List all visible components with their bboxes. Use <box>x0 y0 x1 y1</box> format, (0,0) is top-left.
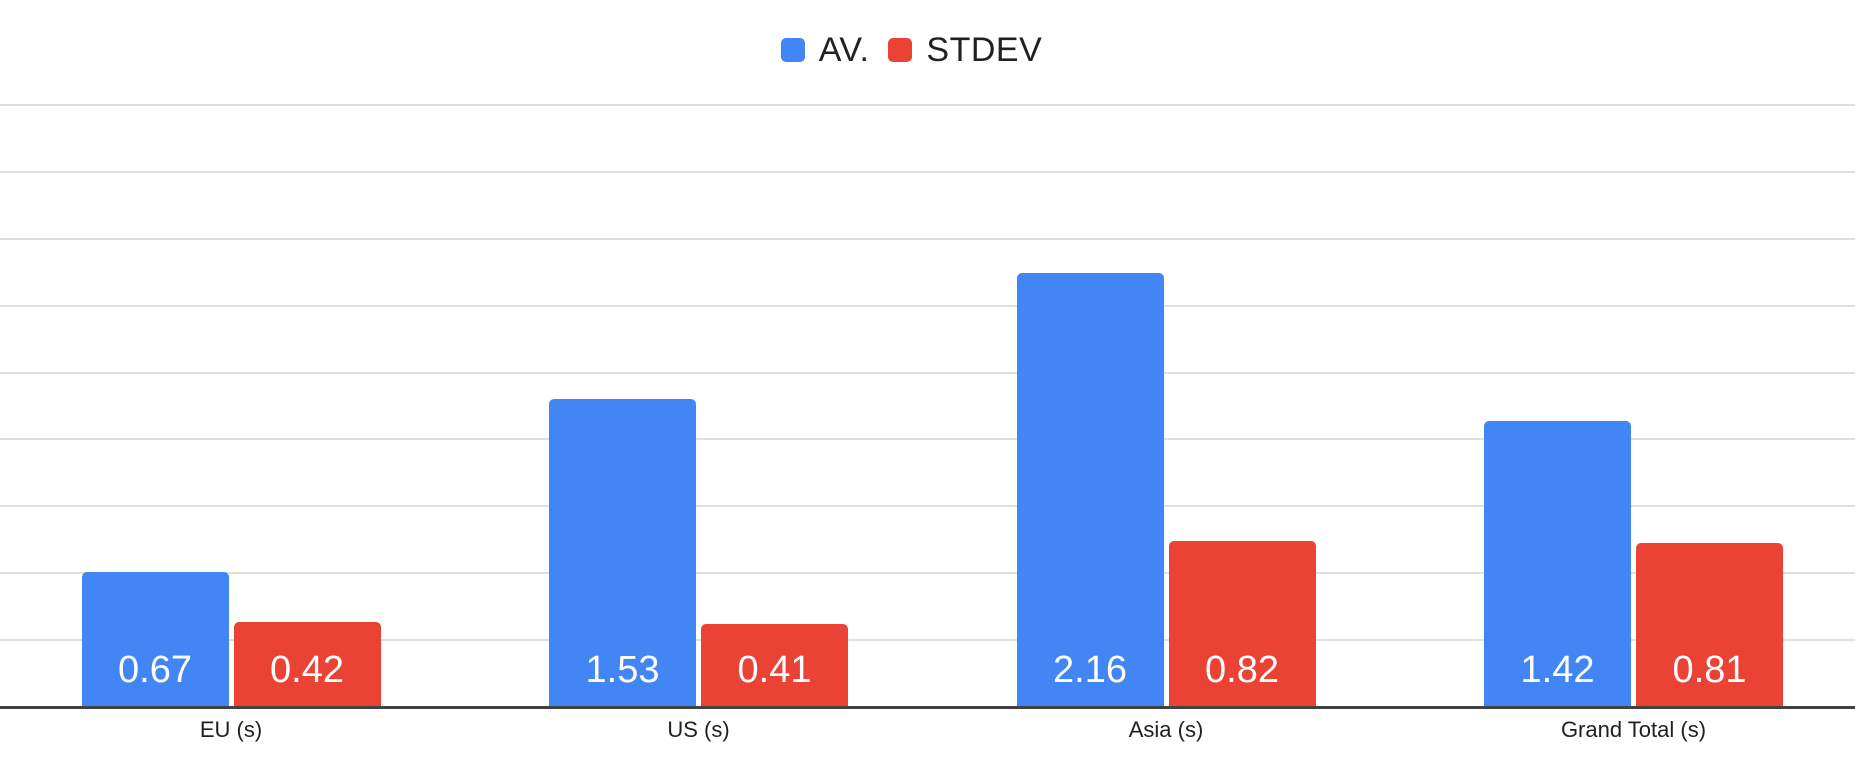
y-gridline <box>0 572 1855 575</box>
bar-value-label: 0.42 <box>270 649 344 691</box>
legend-item-av[interactable]: AV. <box>780 30 870 70</box>
legend-label-stdev: STDEV <box>926 31 1043 69</box>
y-gridline <box>0 237 1855 240</box>
x-axis-label-us-s: US (s) <box>667 717 730 742</box>
x-axis-label-grand-total-s: Grand Total (s) <box>1560 717 1707 742</box>
bar-stdev-eu-s[interactable]: 0.42 <box>233 622 381 706</box>
y-gridline <box>0 438 1855 441</box>
bar-stdev-us-s[interactable]: 0.41 <box>701 624 848 706</box>
y-gridline <box>0 371 1855 374</box>
legend-label-av: AV. <box>818 31 870 69</box>
chart-legend: AV. STDEV <box>0 30 1839 70</box>
bar-value-label: 1.53 <box>585 649 660 691</box>
bar-stdev-asia-s[interactable]: 0.82 <box>1168 541 1316 706</box>
y-gridline <box>0 505 1855 508</box>
x-axis-label-eu-s: EU (s) <box>199 717 263 742</box>
bar-value-label: 0.81 <box>1672 649 1747 691</box>
y-gridline <box>0 304 1855 307</box>
bar-av-grand-total-s[interactable]: 1.42 <box>1484 421 1631 706</box>
legend-swatch-av-icon <box>780 38 805 62</box>
x-axis-label-asia-s: Asia (s) <box>1128 717 1204 742</box>
y-gridline <box>0 170 1855 173</box>
bar-stdev-grand-total-s[interactable]: 0.81 <box>1636 543 1783 706</box>
bar-value-label: 0.67 <box>118 649 192 691</box>
legend-item-stdev[interactable]: STDEV <box>888 30 1042 70</box>
x-axis-line <box>0 706 1855 709</box>
bar-value-label: 2.16 <box>1053 649 1127 691</box>
bar-value-label: 0.41 <box>737 649 812 691</box>
bar-value-label: 1.42 <box>1520 649 1595 691</box>
bar-av-eu-s[interactable]: 0.67 <box>81 572 229 706</box>
bar-av-us-s[interactable]: 1.53 <box>549 399 696 706</box>
bar-av-asia-s[interactable]: 2.16 <box>1016 273 1164 706</box>
y-gridline <box>0 104 1855 106</box>
legend-swatch-stdev-icon <box>888 38 913 62</box>
bar-value-label: 0.82 <box>1205 649 1279 691</box>
y-gridline <box>0 639 1855 642</box>
